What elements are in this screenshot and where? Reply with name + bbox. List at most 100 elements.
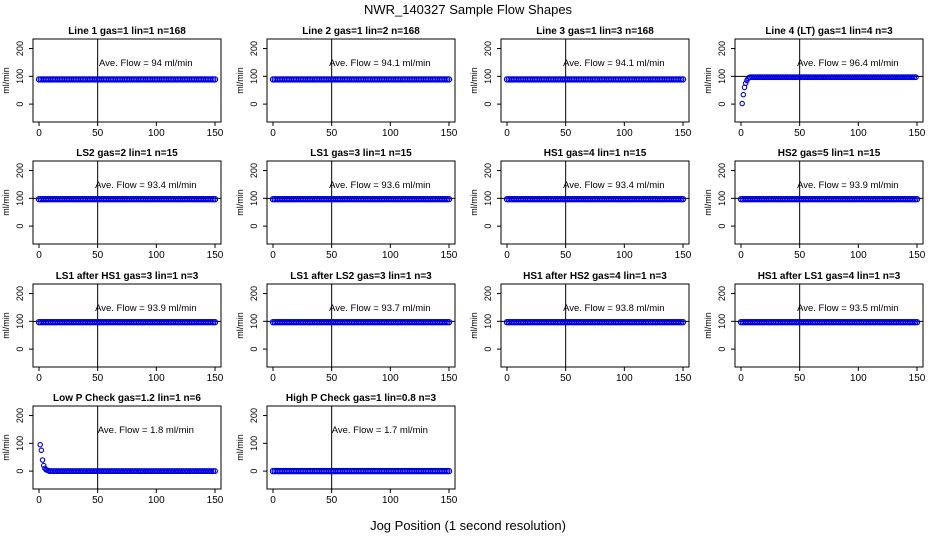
y-tick-label: 100 [483,314,493,329]
y-tick-label: 0 [483,224,493,229]
y-axis-label: ml/min [469,312,479,339]
data-point [679,195,687,203]
y-tick-label: 200 [249,408,259,423]
x-tick-label: 150 [207,373,224,384]
y-axis-label: ml/min [1,434,11,461]
y-tick-label: 100 [483,191,493,206]
data-point [208,468,215,475]
x-tick-label: 150 [675,373,692,384]
data-point [912,74,919,81]
panel-title: LS1 gas=3 lin=1 n=15 [310,148,412,159]
x-tick-label: 150 [909,373,926,384]
data-point [40,462,47,469]
x-tick-label: 150 [909,128,926,139]
data-point [39,457,46,463]
panel-title: Line 2 gas=1 lin=2 n=168 [302,26,420,37]
y-tick-label: 200 [717,163,727,178]
x-tick-label: 150 [909,250,926,261]
x-tick-label: 50 [560,128,572,139]
panel-frame [500,160,690,245]
y-tick-label: 100 [15,69,25,84]
data-point [211,76,219,83]
x-tick-label: 50 [326,495,338,506]
y-tick-label: 100 [717,191,727,206]
x-tick-label: 0 [504,373,510,384]
x-tick-label: 100 [850,250,867,261]
data-point [913,318,921,326]
y-axis-label: ml/min [703,189,713,216]
x-tick-label: 50 [326,128,338,139]
y-tick-label: 0 [717,102,727,107]
x-tick-label: 0 [738,250,744,261]
panel-annotation: Ave. Flow = 94.1 ml/min [329,58,430,69]
y-tick-label: 0 [717,347,727,352]
figure-x-label: Jog Position (1 second resolution) [370,518,566,533]
panel-title: Line 4 (LT) gas=1 lin=4 n=3 [765,26,893,37]
y-axis-label: ml/min [703,312,713,339]
y-axis-label: ml/min [469,67,479,94]
panel-title: LS1 after LS2 gas=3 lin=1 n=3 [290,271,432,282]
data-point [211,195,219,203]
x-tick-label: 50 [326,250,338,261]
y-tick-label: 100 [15,314,25,329]
y-tick-label: 0 [717,224,727,229]
y-tick-label: 200 [717,41,727,56]
y-tick-label: 200 [249,286,259,301]
x-tick-label: 0 [36,373,42,384]
data-point [445,76,453,83]
y-tick-label: 100 [15,191,25,206]
x-tick-label: 150 [441,373,458,384]
panel-annotation: Ave. Flow = 1.8 ml/min [98,425,194,436]
data-point [740,91,747,98]
y-tick-label: 200 [717,286,727,301]
y-tick-label: 200 [15,286,25,301]
x-tick-label: 100 [616,250,633,261]
x-tick-label: 100 [616,373,633,384]
x-tick-label: 50 [92,250,104,261]
y-tick-label: 100 [249,436,259,451]
x-tick-label: 50 [794,128,806,139]
y-tick-label: 0 [249,102,259,107]
x-tick-label: 50 [794,373,806,384]
x-tick-label: 100 [850,128,867,139]
panel-annotation: Ave. Flow = 93.9 ml/min [797,180,898,191]
y-axis-label: ml/min [703,67,713,94]
x-tick-label: 50 [560,250,572,261]
y-tick-label: 200 [15,408,25,423]
y-tick-label: 100 [249,69,259,84]
y-tick-label: 200 [249,163,259,178]
panel-title: HS1 after HS2 gas=4 lin=1 n=3 [523,271,667,282]
x-tick-label: 100 [382,373,399,384]
x-tick-label: 0 [36,495,42,506]
x-tick-label: 0 [270,373,276,384]
y-tick-label: 100 [717,69,727,84]
data-point [445,318,453,326]
panel-frame [734,283,924,368]
panel-frame [32,283,222,368]
x-tick-label: 100 [148,128,165,139]
y-tick-label: 200 [483,286,493,301]
x-tick-label: 50 [794,250,806,261]
data-point [913,195,921,203]
x-tick-label: 150 [675,250,692,261]
panel-annotation: Ave. Flow = 93.6 ml/min [329,180,430,191]
x-tick-label: 150 [207,250,224,261]
panel-annotation: Ave. Flow = 93.8 ml/min [563,303,664,314]
y-tick-label: 200 [483,163,493,178]
panel-frame [32,38,222,123]
y-axis-label: ml/min [235,189,245,216]
y-axis-label: ml/min [235,67,245,94]
x-tick-label: 100 [148,250,165,261]
y-tick-label: 100 [717,314,727,329]
x-tick-label: 100 [616,128,633,139]
y-tick-label: 200 [483,41,493,56]
panel-annotation: Ave. Flow = 96.4 ml/min [797,58,898,69]
panel-annotation: Ave. Flow = 94 ml/min [99,58,193,69]
x-tick-label: 100 [382,250,399,261]
data-point [679,76,687,83]
panel-title: HS1 gas=4 lin=1 n=15 [544,148,647,159]
x-tick-label: 50 [326,373,338,384]
data-point [38,447,45,454]
y-tick-label: 100 [483,69,493,84]
x-tick-label: 50 [92,495,104,506]
